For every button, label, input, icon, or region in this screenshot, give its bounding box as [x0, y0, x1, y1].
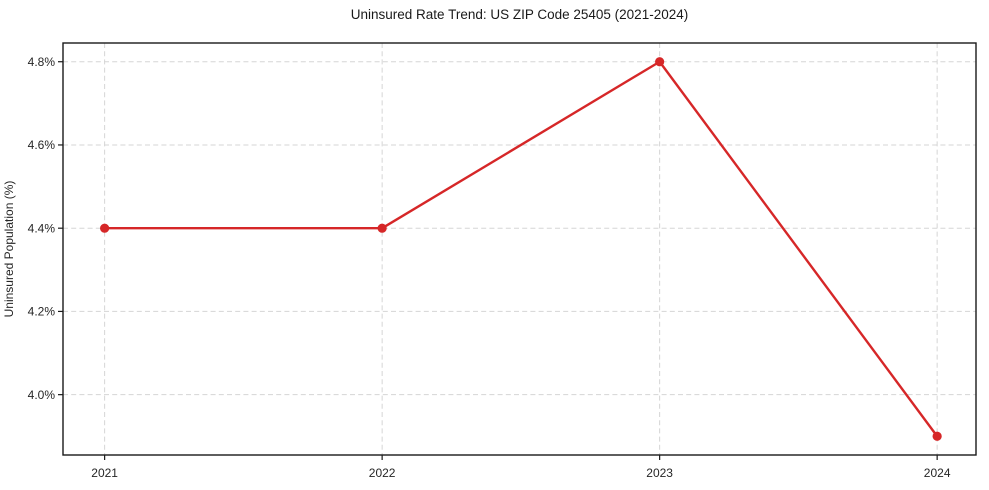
trend-line: [103, 60, 939, 438]
y-tick-label: 4.0%: [28, 388, 56, 402]
y-axis-label: Uninsured Population (%): [2, 181, 16, 318]
axis-ticks: [58, 61, 938, 460]
plot-border: [62, 42, 977, 456]
chart-title: Uninsured Rate Trend: US ZIP Code 25405 …: [351, 7, 688, 22]
data-point: [655, 57, 665, 67]
data-series: [100, 57, 942, 441]
x-tick-label: 2021: [91, 466, 118, 480]
tick-labels: 4.0% 4.2% 4.4% 4.6% 4.8% 2021 2022 2023 2024: [28, 55, 951, 480]
data-point: [932, 431, 942, 441]
y-tick-label: 4.6%: [28, 138, 56, 152]
y-tick-label: 4.8%: [28, 55, 56, 69]
x-tick-label: 2024: [924, 466, 951, 480]
data-point: [100, 223, 110, 233]
x-tick-label: 2022: [369, 466, 396, 480]
y-tick-label: 4.4%: [28, 221, 56, 235]
y-tick-label: 4.2%: [28, 305, 56, 319]
x-tick-label: 2023: [646, 466, 673, 480]
gridlines: [63, 43, 976, 455]
data-point: [377, 223, 387, 233]
